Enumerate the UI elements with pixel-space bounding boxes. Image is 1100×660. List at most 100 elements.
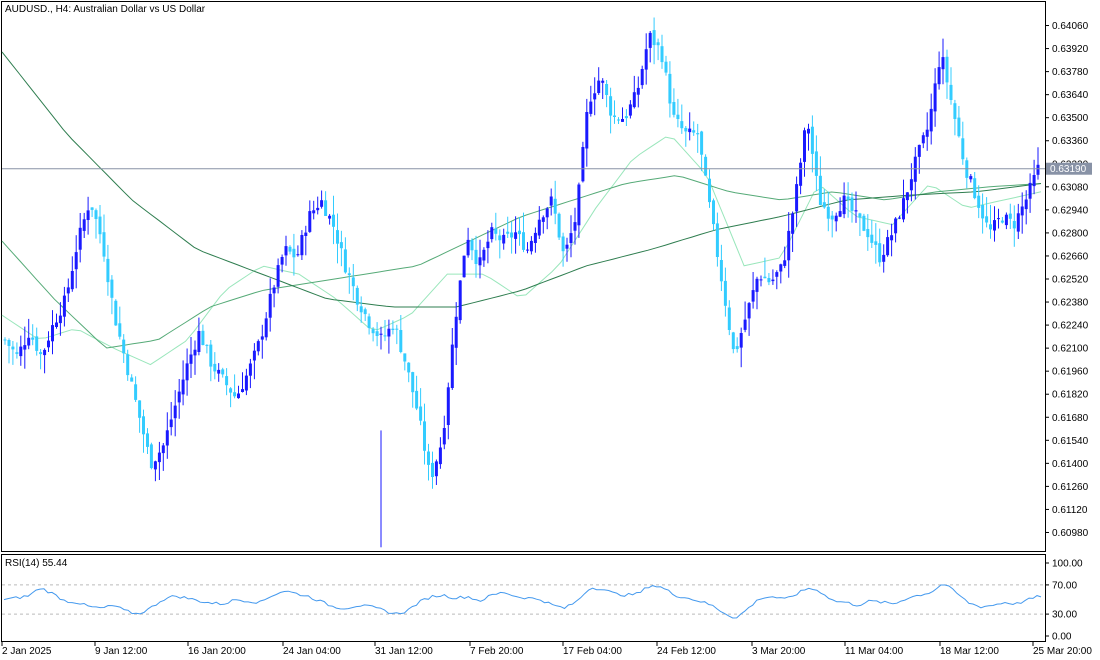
- price-tick-label: 0.63360: [1052, 136, 1089, 147]
- bull-candle: [276, 265, 280, 287]
- current-price-tag: [1046, 162, 1092, 175]
- price-tick-label: 0.63780: [1052, 67, 1089, 78]
- bull-candle: [783, 260, 787, 266]
- bear-candle: [949, 84, 953, 100]
- bull-candle: [161, 445, 165, 454]
- price-tick-label: 0.62800: [1052, 228, 1089, 239]
- bear-candle: [708, 178, 711, 203]
- bull-candle: [264, 318, 268, 338]
- bear-candle: [415, 390, 419, 409]
- bull-candle: [181, 379, 185, 395]
- bear-candle: [561, 236, 565, 252]
- bull-candle: [454, 316, 458, 348]
- bull-candle: [621, 119, 624, 122]
- bear-candle: [359, 306, 363, 313]
- bull-candle: [244, 375, 248, 391]
- bear-candle: [735, 346, 739, 350]
- bull-candle: [894, 218, 898, 234]
- bear-candle: [209, 344, 213, 367]
- bull-candle: [601, 80, 605, 83]
- bull-candle: [787, 230, 791, 261]
- bear-candle: [818, 175, 822, 205]
- bull-candle: [925, 129, 929, 137]
- bull-candle: [937, 67, 941, 85]
- bear-candle: [1000, 220, 1004, 223]
- bear-candle: [146, 433, 149, 447]
- bear-candle: [613, 115, 616, 117]
- bull-candle: [177, 391, 181, 403]
- price-tick-label: 0.62240: [1052, 321, 1089, 332]
- bear-candle: [391, 328, 395, 330]
- bull-candle: [589, 101, 593, 114]
- bear-candle: [878, 243, 882, 263]
- bear-candle: [292, 248, 296, 258]
- rsi-tick-label: 70.00: [1052, 580, 1077, 591]
- bull-candle: [739, 333, 743, 348]
- rsi-line: [3, 584, 1042, 619]
- bear-candle: [233, 392, 237, 397]
- bull-candle: [260, 336, 264, 340]
- bear-candle: [419, 406, 423, 421]
- bull-candle: [775, 272, 779, 277]
- main-chart-frame: [1, 1, 1046, 552]
- bull-candle: [328, 215, 332, 219]
- bull-candle: [929, 108, 933, 132]
- bear-candle: [981, 205, 985, 219]
- bull-candle: [886, 237, 890, 256]
- bear-candle: [431, 462, 434, 477]
- bear-candle: [1008, 213, 1012, 219]
- bull-candle: [537, 219, 541, 236]
- bear-candle: [336, 230, 339, 244]
- price-tick-label: 0.61680: [1052, 413, 1089, 424]
- bull-candle: [268, 293, 272, 318]
- bear-candle: [31, 337, 35, 340]
- bear-candle: [672, 102, 676, 115]
- bull-candle: [478, 257, 482, 266]
- bull-candle: [795, 184, 799, 212]
- bull-candle: [569, 233, 573, 243]
- bull-candle: [486, 241, 490, 249]
- bear-candle: [343, 249, 347, 273]
- bear-candle: [347, 273, 351, 276]
- bull-candle: [256, 341, 260, 352]
- bear-candle: [403, 353, 407, 362]
- bull-candle: [43, 349, 47, 356]
- time-tick-label: 24 Feb 12:00: [657, 646, 716, 657]
- bear-candle: [850, 197, 854, 211]
- bear-candle: [11, 346, 15, 350]
- bear-candle: [221, 369, 225, 375]
- bull-candle: [636, 87, 640, 95]
- bull-candle: [573, 222, 577, 231]
- bear-candle: [989, 224, 992, 230]
- bear-candle: [874, 241, 878, 245]
- bull-candle: [807, 128, 810, 134]
- symbol-label: AUDUSD., H4: Australian Dollar vs US Dol…: [5, 4, 206, 15]
- bear-candle: [383, 335, 387, 337]
- bull-candle: [1028, 182, 1032, 199]
- rsi-panel-frame: [1, 554, 1046, 642]
- bull-candle: [799, 162, 803, 186]
- bull-candle: [189, 354, 193, 364]
- bear-candle: [201, 330, 205, 345]
- bull-candle: [890, 235, 894, 241]
- bear-candle: [945, 56, 949, 83]
- bull-candle: [434, 461, 438, 477]
- bear-candle: [332, 214, 335, 227]
- bull-candle: [19, 346, 23, 357]
- bull-candle: [842, 195, 846, 215]
- current-price-line: 0.63190: [2, 162, 1092, 175]
- bear-candle: [700, 131, 704, 155]
- bull-candle: [27, 337, 31, 346]
- bull-candle: [462, 255, 466, 278]
- time-tick-label: 2 Jan 2025: [2, 646, 52, 657]
- bull-candle: [933, 83, 937, 112]
- rsi-axis: 100.00 70.00 30.00 0.00: [1045, 559, 1083, 643]
- price-tick-label: 0.61540: [1052, 436, 1089, 447]
- bear-candle: [470, 240, 474, 251]
- bull-candle: [581, 147, 585, 182]
- bear-candle: [518, 230, 521, 235]
- bear-candle: [715, 223, 719, 257]
- bull-candle: [632, 92, 636, 108]
